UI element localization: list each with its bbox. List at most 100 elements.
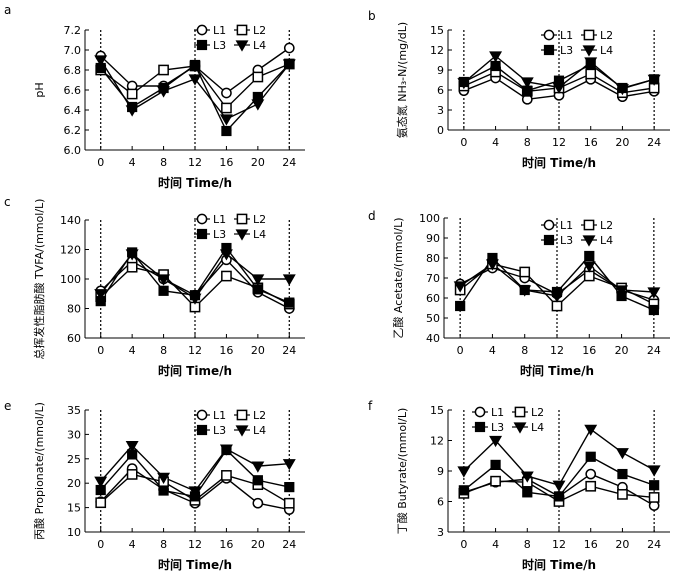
data-point-L4 xyxy=(282,274,296,286)
data-point-L4 xyxy=(157,86,171,98)
data-point-L2 xyxy=(585,68,597,80)
legend-label: L3 xyxy=(491,421,504,434)
data-point-L4 xyxy=(157,274,171,286)
legend-label: L4 xyxy=(531,421,544,434)
x-axis-label: 时间 Time/h xyxy=(158,175,232,190)
legend-marker-L1 xyxy=(196,24,208,36)
x-tick-label: 24 xyxy=(647,538,661,551)
legend-marker-L3 xyxy=(543,234,555,246)
x-axis-label: 时间 Time/h xyxy=(158,363,232,378)
data-point-L4 xyxy=(615,84,629,96)
data-point-L4 xyxy=(647,287,661,299)
y-tick-label: 7.2 xyxy=(64,24,82,37)
data-point-L1 xyxy=(585,468,597,480)
x-tick-label: 4 xyxy=(492,538,499,551)
y-tick-label: 6 xyxy=(437,496,444,509)
legend-label: L2 xyxy=(253,213,266,226)
x-tick-label: 12 xyxy=(552,136,566,149)
data-point-L3 xyxy=(221,125,232,137)
legend-marker-L2 xyxy=(236,213,248,225)
data-point-L3 xyxy=(158,485,169,496)
panel-label: b xyxy=(368,9,376,23)
y-tick-label: 60 xyxy=(67,332,81,345)
data-point-L2 xyxy=(126,88,138,100)
data-point-L4 xyxy=(251,461,265,473)
legend: L1 L2 L3 L4 xyxy=(472,406,544,434)
y-tick-label: 30 xyxy=(67,428,81,441)
y-tick-label: 6.2 xyxy=(64,124,82,137)
data-point-L3 xyxy=(553,491,565,502)
y-tick-label: 40 xyxy=(426,332,440,345)
x-tick-label: 0 xyxy=(97,156,104,169)
data-point-L2 xyxy=(551,300,563,312)
data-point-L4 xyxy=(550,291,564,303)
y-tick-label: 7.0 xyxy=(64,44,82,57)
data-point-L3 xyxy=(584,250,595,262)
y-axis-label: 丁酸 Butyrate/(mmol/L) xyxy=(395,408,409,535)
data-point-L4 xyxy=(457,78,471,90)
legend-marker-L3 xyxy=(543,44,555,56)
legend-label: L1 xyxy=(213,213,226,226)
data-point-L2 xyxy=(95,497,107,509)
y-tick-label: 3 xyxy=(437,526,444,539)
data-point-L2 xyxy=(583,270,595,282)
data-point-L3 xyxy=(455,300,466,312)
legend-marker-L4 xyxy=(513,422,527,434)
legend-marker-L4 xyxy=(582,45,596,57)
x-tick-label: 8 xyxy=(524,136,531,149)
y-tick-label: 20 xyxy=(67,477,81,490)
panel-f: f 3 6 9 12 15 0 4 8 12 16 20 24 时间 Time/h 丁酸 Butyrate/… xyxy=(368,399,670,572)
legend: L1 L2 L3 L4 xyxy=(194,213,266,241)
data-point-L2 xyxy=(648,492,660,503)
data-point-L2 xyxy=(519,266,531,278)
panel-label: a xyxy=(4,3,11,17)
x-tick-label: 12 xyxy=(552,538,566,551)
data-point-L4 xyxy=(552,480,566,492)
data-point-L2 xyxy=(490,475,501,487)
data-point-L4 xyxy=(219,114,233,126)
x-tick-label: 4 xyxy=(489,344,496,357)
legend: L1 L2 L3 L4 xyxy=(194,409,266,437)
x-tick-label: 16 xyxy=(219,538,233,551)
y-tick-label: 0 xyxy=(437,124,444,137)
data-point-L3 xyxy=(617,468,628,480)
x-tick-label: 12 xyxy=(188,156,202,169)
data-point-L2 xyxy=(221,270,232,282)
y-tick-label: 35 xyxy=(67,404,81,417)
legend-label: L4 xyxy=(253,228,266,241)
data-point-L1 xyxy=(221,87,232,99)
data-point-L4 xyxy=(251,99,265,111)
y-tick-label: 9 xyxy=(437,465,444,478)
data-point-L3 xyxy=(648,304,659,316)
legend-marker-L2 xyxy=(583,29,595,41)
y-tick-label: 90 xyxy=(426,232,440,245)
panel-e: e 10 15 20 25 30 35 0 4 8 12 16 20 24 时间 Time/h 丙酸 Prop… xyxy=(4,399,305,572)
x-tick-label: 8 xyxy=(521,344,528,357)
data-point-L4 xyxy=(584,424,598,436)
data-point-L4 xyxy=(584,57,598,69)
data-point-L2 xyxy=(585,480,597,492)
panel-c: c 60 80 100 120 140 0 4 8 12 16 20 24 时间 Time/h 总挥发性脂肪… xyxy=(4,195,305,378)
data-point-L4 xyxy=(518,285,532,297)
data-point-L4 xyxy=(615,285,629,297)
legend-label: L3 xyxy=(213,228,226,241)
data-point-L3 xyxy=(585,451,596,462)
legend: L1 L2 L3 L4 xyxy=(194,24,266,52)
legend: L1 L2 L3 L4 xyxy=(541,219,613,247)
legend-marker-L3 xyxy=(196,228,208,240)
y-tick-label: 6.4 xyxy=(64,104,82,117)
x-tick-label: 20 xyxy=(615,538,629,551)
legend-label: L4 xyxy=(253,424,266,437)
data-point-L4 xyxy=(457,466,471,478)
panel-label: f xyxy=(368,399,373,413)
y-axis-label: 丙酸 Propionate/(mmol/L) xyxy=(32,402,46,540)
legend-marker-L1 xyxy=(543,219,555,231)
data-point-L3 xyxy=(522,487,533,498)
x-tick-label: 24 xyxy=(647,344,661,357)
y-axis-label: pH xyxy=(33,82,46,97)
y-tick-label: 25 xyxy=(67,453,81,466)
panel-label: d xyxy=(368,209,376,223)
y-tick-label: 6.8 xyxy=(64,64,82,77)
y-tick-label: 100 xyxy=(60,273,81,286)
y-tick-label: 100 xyxy=(419,212,440,225)
